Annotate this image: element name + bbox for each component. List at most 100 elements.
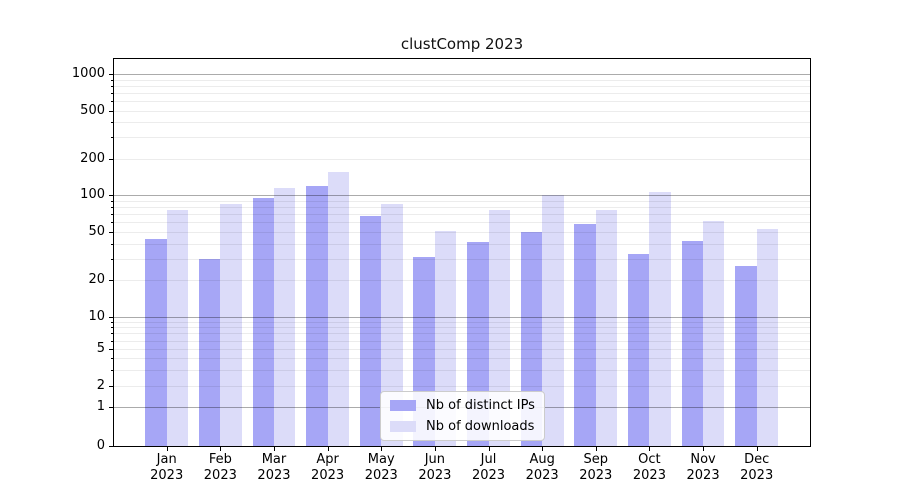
- x-tick-month: Jan: [156, 452, 177, 467]
- legend: Nb of distinct IPs Nb of downloads: [380, 391, 545, 441]
- bar-downloads: [649, 191, 671, 446]
- legend-label: Nb of distinct IPs: [426, 398, 535, 413]
- x-tick-year: 2023: [471, 468, 506, 483]
- x-tick-label: Jul 2023: [459, 452, 519, 484]
- y-tick-mark: [109, 195, 114, 197]
- y-tick-mark-minor: [111, 258, 114, 260]
- bar-downloads: [703, 221, 725, 446]
- x-tick-mark: [166, 447, 168, 451]
- y-tick-label: 20: [88, 272, 105, 288]
- y-tick-label: 100: [80, 187, 105, 203]
- x-tick-month: May: [367, 452, 395, 467]
- y-tick-mark-minor: [111, 200, 114, 202]
- x-tick-month: Feb: [208, 452, 232, 467]
- bar-downloads: [273, 187, 296, 446]
- y-tick-label: 2: [96, 378, 105, 393]
- y-tick-mark-minor: [111, 327, 114, 329]
- y-tick-mark-minor: [111, 340, 114, 342]
- bar-downloads: [327, 172, 349, 446]
- bar-downloads: [220, 204, 242, 446]
- x-tick-year: 2023: [740, 468, 774, 483]
- y-tick-mark-minor: [111, 85, 114, 87]
- bar-downloads: [488, 210, 510, 446]
- x-tick-year: 2023: [203, 468, 237, 483]
- y-tick-mark: [109, 407, 114, 409]
- y-tick-mark-minor: [111, 222, 114, 224]
- x-tick-month: Sep: [583, 452, 609, 467]
- x-tick-label: Nov 2023: [673, 452, 733, 484]
- y-tick-mark-minor: [111, 358, 114, 360]
- x-tick-month: Aug: [529, 452, 555, 467]
- y-tick-label: 0: [96, 437, 105, 453]
- bar-distinct-ips: [574, 223, 596, 446]
- x-tick-label: Dec 2023: [727, 452, 787, 484]
- y-tick-mark: [109, 74, 114, 75]
- x-tick-mark: [381, 447, 383, 451]
- x-tick-label: Oct 2023: [619, 452, 679, 484]
- bars-layer: [114, 59, 810, 446]
- chart-title: clustComp 2023: [400, 35, 524, 53]
- plot-area: [113, 58, 811, 447]
- y-tick-mark-minor: [111, 137, 114, 139]
- bar-distinct-ips: [306, 185, 328, 446]
- y-tick-label: 10: [88, 308, 105, 324]
- y-tick-mark-minor: [111, 79, 114, 81]
- legend-swatch-downloads: [390, 421, 416, 432]
- bar-downloads: [381, 204, 403, 446]
- x-tick-label: May 2023: [351, 452, 411, 484]
- x-tick-label: Jun 2023: [405, 452, 465, 484]
- bar-distinct-ips: [735, 266, 757, 446]
- y-tick-mark-minor: [111, 280, 114, 282]
- bar-distinct-ips: [252, 198, 274, 446]
- x-tick-year: 2023: [364, 468, 398, 483]
- y-tick-mark-minor: [111, 158, 114, 160]
- y-tick-mark-minor: [111, 100, 114, 102]
- bar-distinct-ips: [628, 253, 650, 446]
- y-tick-mark-minor: [111, 92, 114, 94]
- y-tick-mark-minor: [111, 243, 114, 245]
- bar-distinct-ips: [359, 216, 382, 446]
- x-tick-month: Apr: [316, 452, 339, 467]
- x-tick-year: 2023: [686, 468, 720, 483]
- legend-swatch-distinct-ips: [390, 400, 416, 411]
- x-tick-mark: [756, 447, 758, 451]
- legend-label: Nb of downloads: [426, 419, 535, 434]
- bar-distinct-ips: [198, 258, 221, 446]
- y-tick-label: 200: [80, 150, 105, 166]
- bar-distinct-ips: [145, 238, 167, 446]
- y-tick-mark-minor: [111, 214, 114, 216]
- y-tick-label: 1000: [71, 66, 105, 81]
- y-tick-label: 50: [88, 223, 105, 239]
- x-tick-year: 2023: [311, 468, 345, 483]
- y-tick-mark-minor: [111, 349, 114, 351]
- x-tick-label: Aug 2023: [512, 452, 572, 484]
- x-tick-label: Apr 2023: [298, 452, 358, 484]
- x-tick-mark: [542, 447, 544, 451]
- x-tick-mark: [327, 447, 329, 451]
- bar-downloads: [595, 209, 618, 446]
- x-tick-month: Oct: [638, 452, 661, 467]
- x-tick-mark: [220, 447, 222, 451]
- bar-downloads: [542, 195, 564, 446]
- x-tick-year: 2023: [418, 468, 452, 483]
- x-tick-mark: [649, 447, 651, 451]
- x-tick-month: Dec: [744, 452, 770, 467]
- y-tick-mark: [109, 316, 114, 318]
- x-tick-label: Sep 2023: [566, 452, 626, 484]
- y-tick-mark-minor: [111, 110, 114, 112]
- y-tick-mark-minor: [111, 321, 114, 323]
- y-tick-mark: [109, 445, 114, 447]
- x-tick-month: Mar: [261, 452, 287, 467]
- y-tick-label: 5: [96, 341, 105, 357]
- y-tick-mark-minor: [111, 231, 114, 233]
- x-tick-month: Nov: [690, 452, 716, 467]
- y-tick-mark-minor: [111, 333, 114, 335]
- x-tick-label: Feb 2023: [190, 452, 250, 484]
- x-tick-month: Jul: [480, 452, 497, 467]
- x-tick-year: 2023: [257, 468, 291, 483]
- legend-item-downloads: Nb of downloads: [390, 417, 535, 436]
- x-tick-month: Jun: [424, 452, 446, 467]
- x-tick-year: 2023: [150, 468, 184, 483]
- x-tick-mark: [488, 447, 490, 451]
